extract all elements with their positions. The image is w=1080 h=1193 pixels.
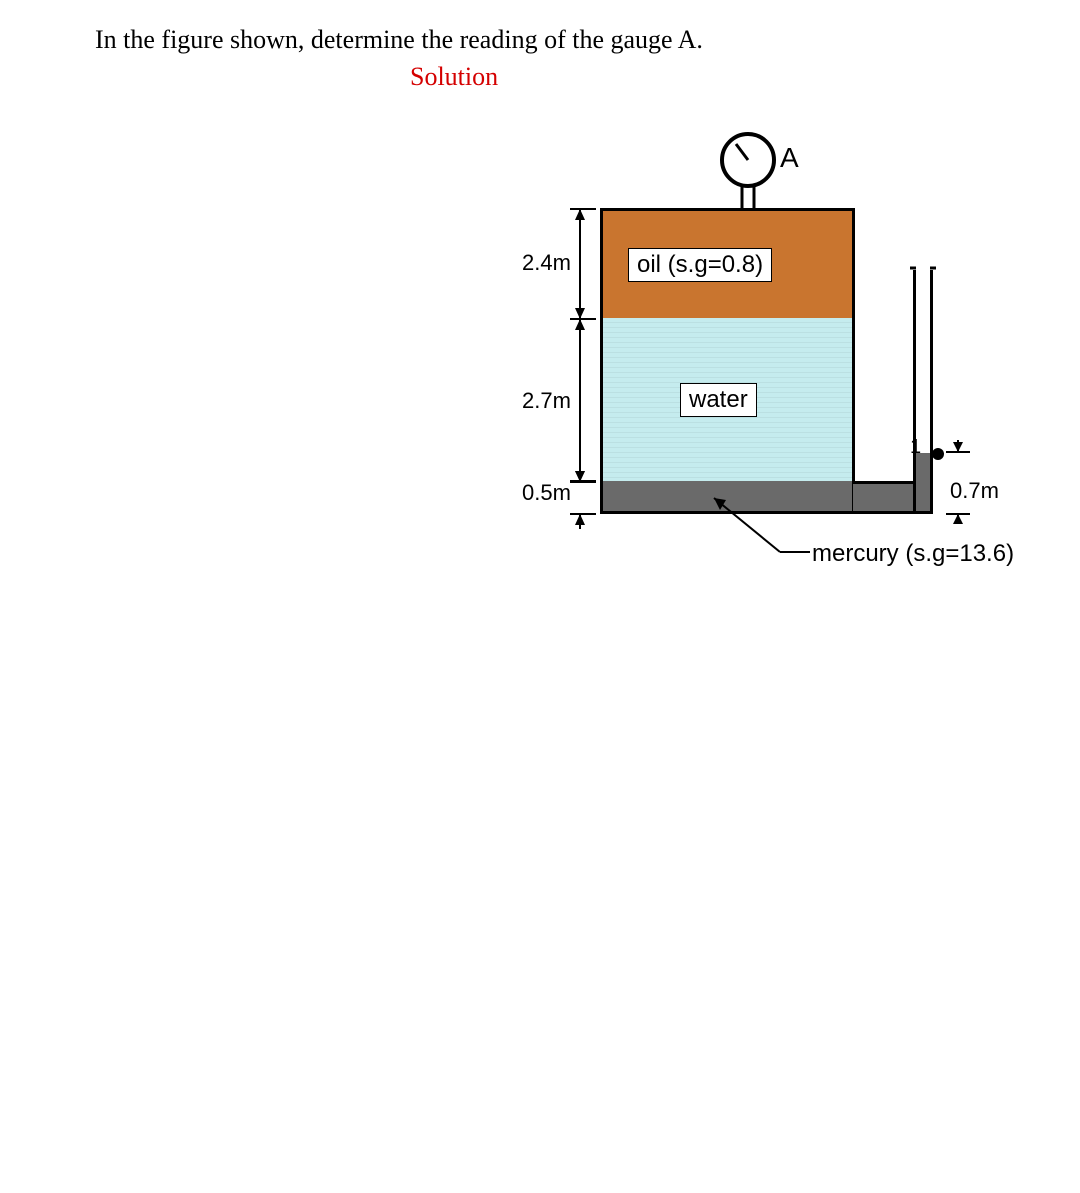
water-label: water bbox=[680, 383, 757, 417]
diagram: A oil (s.g=0.8) water 1 bbox=[460, 130, 1080, 600]
mercury-leader-line bbox=[690, 490, 810, 570]
dim-oil-label: 2.4m bbox=[522, 250, 571, 276]
solution-heading: Solution bbox=[410, 62, 498, 92]
gauge-icon bbox=[718, 130, 778, 220]
oil-label: oil (s.g=0.8) bbox=[628, 248, 772, 282]
page: In the figure shown, determine the readi… bbox=[0, 0, 1080, 1193]
point-1-marker-icon bbox=[930, 446, 946, 462]
problem-statement: In the figure shown, determine the readi… bbox=[95, 25, 703, 55]
gauge-label: A bbox=[780, 142, 799, 174]
manometer-tube bbox=[913, 270, 933, 453]
dim-riser-label: 0.7m bbox=[950, 478, 999, 504]
mercury-note: mercury (s.g=13.6) bbox=[812, 540, 1014, 568]
tube-top-icon bbox=[910, 265, 936, 273]
dim-water-label: 2.7m bbox=[522, 388, 571, 414]
point-1-label: 1 bbox=[910, 436, 921, 459]
dim-mercury-label: 0.5m bbox=[522, 480, 571, 506]
